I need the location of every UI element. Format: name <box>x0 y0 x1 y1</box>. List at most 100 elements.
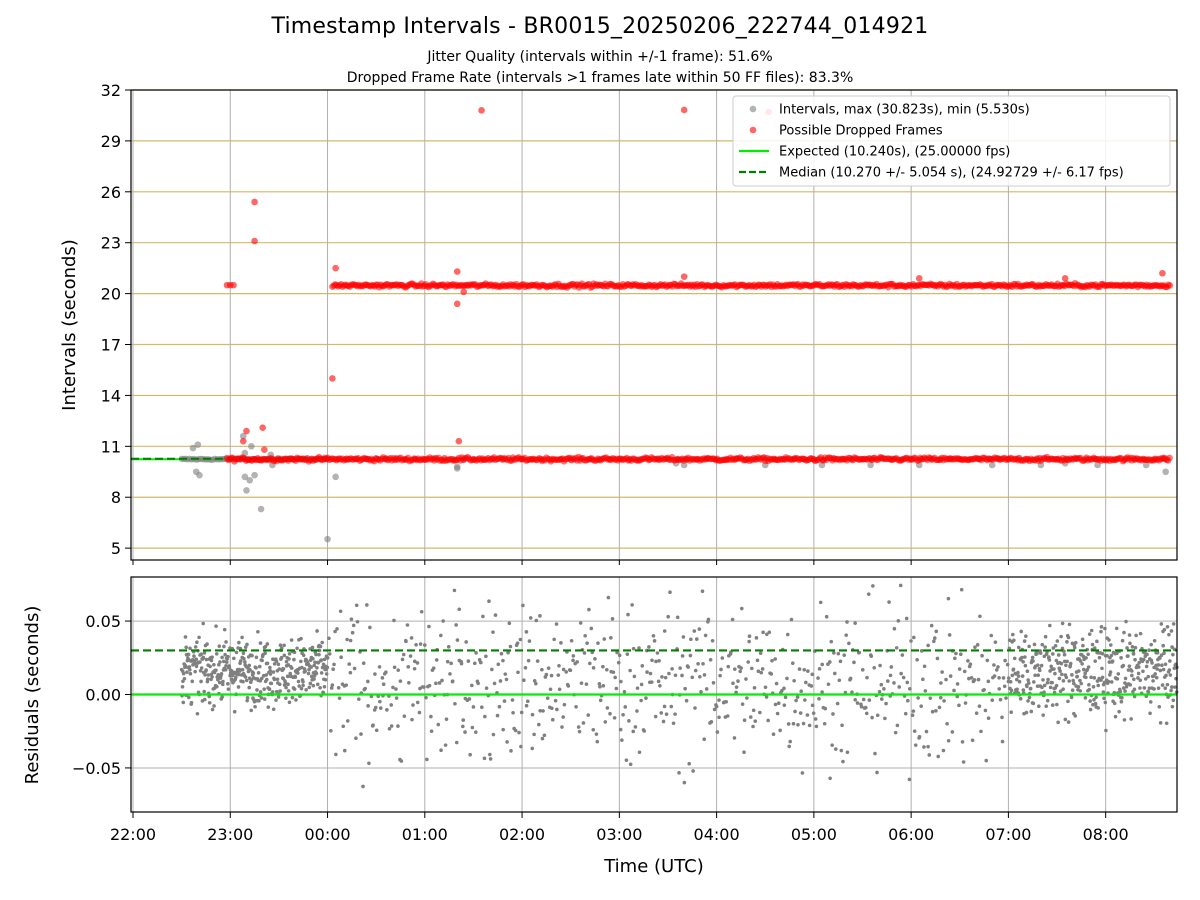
residual-point <box>978 614 982 619</box>
residual-point <box>1113 714 1118 719</box>
residual-point <box>361 784 365 789</box>
residual-point <box>182 676 187 681</box>
residual-point <box>530 712 535 717</box>
residual-point <box>1159 653 1164 657</box>
residual-point <box>1093 659 1098 663</box>
residual-point <box>751 724 755 729</box>
residual-point <box>970 738 975 743</box>
residual-point <box>736 679 740 683</box>
residual-point <box>687 761 692 766</box>
interval-outlier <box>194 441 202 448</box>
residual-point <box>1003 658 1007 663</box>
residual-point <box>1020 674 1025 678</box>
residual-point <box>913 743 918 747</box>
interval-outlier <box>1142 461 1150 469</box>
residual-point <box>940 670 944 674</box>
residual-point <box>1040 642 1045 647</box>
residual-point <box>771 732 776 737</box>
residual-point <box>366 679 370 684</box>
residual-point <box>630 603 634 607</box>
residual-point <box>313 660 317 665</box>
residual-point <box>371 723 375 727</box>
residual-point <box>639 698 643 703</box>
residual-point <box>912 635 916 640</box>
residual-point <box>787 744 792 749</box>
residual-point <box>845 750 850 755</box>
residual-point <box>668 590 672 595</box>
residual-point <box>1132 687 1137 692</box>
residual-point <box>1087 682 1091 687</box>
residual-point <box>708 658 713 662</box>
residual-point <box>415 700 420 705</box>
residual-point <box>894 646 899 650</box>
residual-point <box>1127 633 1132 637</box>
residual-point <box>534 681 538 686</box>
residual-point <box>1024 634 1028 638</box>
residual-point <box>1143 677 1148 681</box>
residual-point <box>429 729 434 733</box>
residual-point <box>980 653 984 658</box>
residual-point <box>1047 658 1052 662</box>
residual-point <box>622 690 627 694</box>
residual-point <box>238 659 243 663</box>
residual-point <box>992 663 996 667</box>
residual-point <box>817 667 822 671</box>
residual-point <box>381 682 386 687</box>
dropped-outlier <box>680 106 688 114</box>
residual-point <box>666 614 670 619</box>
residual-point <box>870 715 874 720</box>
residual-point <box>645 670 649 674</box>
residual-point <box>404 639 408 644</box>
residual-point <box>734 685 739 689</box>
residual-point <box>244 678 249 683</box>
residual-point <box>271 670 276 674</box>
residual-point <box>1089 675 1093 680</box>
residual-point <box>1096 683 1101 688</box>
residual-point <box>793 709 797 714</box>
residual-point <box>510 698 515 702</box>
dropped-outlier <box>259 424 266 431</box>
residual-point <box>293 675 298 679</box>
residual-point <box>1105 654 1109 658</box>
residual-point <box>938 695 943 700</box>
residual-point <box>450 679 455 683</box>
residual-point <box>348 638 353 643</box>
residual-point <box>577 729 582 734</box>
residual-point <box>363 686 367 691</box>
residual-point <box>615 650 619 655</box>
residual-point <box>1049 664 1053 669</box>
residual-point <box>342 748 347 753</box>
residual-point <box>653 714 658 719</box>
residual-point <box>504 677 509 682</box>
residual-point <box>657 658 661 663</box>
residual-point <box>936 754 941 759</box>
residual-point <box>1144 664 1149 669</box>
residual-point <box>214 652 219 656</box>
residual-point <box>299 686 304 691</box>
residual-point <box>1096 706 1100 710</box>
residual-point <box>300 665 304 670</box>
residual-point <box>445 659 450 664</box>
residual-point <box>391 685 395 690</box>
residual-point <box>571 658 575 663</box>
residual-point <box>664 712 669 716</box>
residual-point <box>410 717 414 722</box>
residual-point <box>202 689 206 694</box>
residual-point <box>944 677 948 682</box>
residual-point <box>718 673 722 678</box>
residual-point <box>187 665 192 669</box>
residual-point <box>605 706 610 710</box>
residual-point <box>299 659 303 664</box>
residual-point <box>738 669 743 674</box>
residual-point <box>289 666 294 670</box>
residual-point <box>322 657 327 662</box>
residual-point <box>422 643 427 647</box>
residual-point <box>1171 652 1175 657</box>
residual-point <box>1163 686 1168 690</box>
residual-point <box>319 671 324 675</box>
residual-point <box>227 665 232 670</box>
residual-point <box>270 690 275 694</box>
residual-point <box>542 733 547 738</box>
residual-point <box>926 643 930 648</box>
dropped-frames <box>223 106 1174 465</box>
